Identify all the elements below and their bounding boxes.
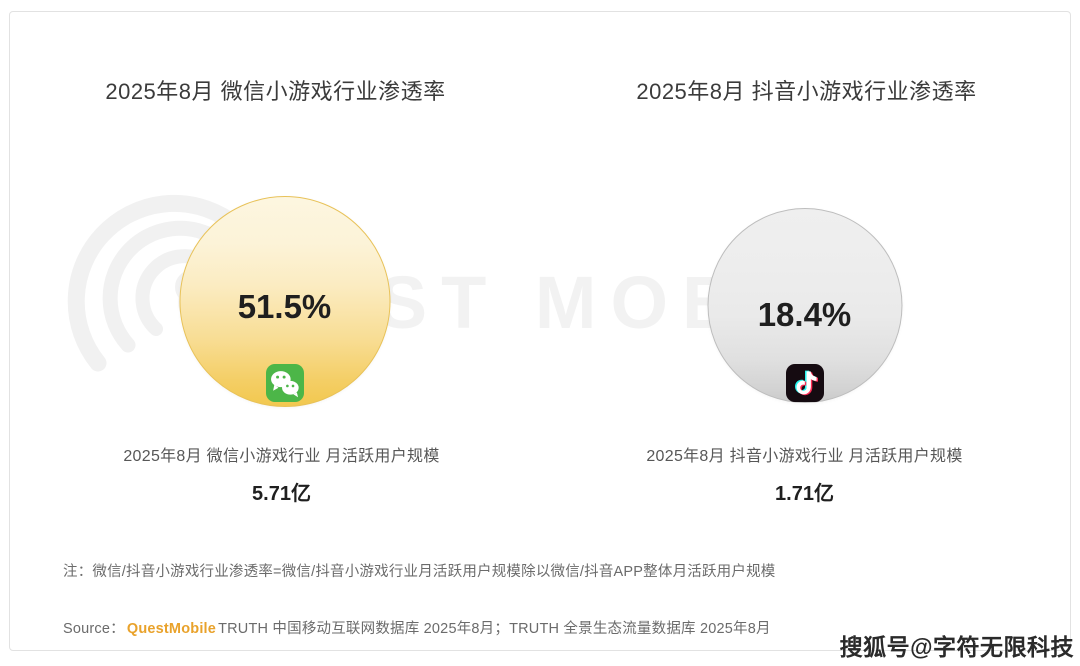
report-card: QUEST MOBILE 2025年8月 微信小游戏行业渗透率 51.5% — [9, 11, 1071, 651]
source-prefix: Source： — [63, 621, 125, 637]
penetration-value-wechat: 51.5% — [237, 288, 332, 325]
douyin-icon — [785, 364, 824, 402]
mau-caption-wechat: 2025年8月 微信小游戏行业 月活跃用户规模 — [123, 448, 440, 465]
circle-area-wechat: 51.5% — [10, 184, 541, 416]
penetration-circle-wechat — [179, 196, 390, 407]
source-rest: TRUTH 中国移动互联网数据库 2025年8月；TRUTH 全景生态流量数据库… — [218, 621, 771, 637]
mau-value-wechat: 5.71亿 — [252, 483, 311, 505]
mau-value-douyin: 1.71亿 — [775, 483, 834, 505]
circle-area-douyin: 18.4% — [541, 184, 1070, 416]
penetration-value-douyin: 18.4% — [757, 296, 852, 333]
footnote-source: Source： QuestMobile TRUTH 中国移动互联网数据库 2025年… — [63, 617, 771, 638]
panels-container: 2025年8月 微信小游戏行业渗透率 51.5% — [10, 12, 1070, 650]
panel-title-douyin: 2025年8月 抖音小游戏行业渗透率 — [636, 79, 977, 104]
wechat-icon — [265, 364, 304, 402]
panel-douyin: 2025年8月 抖音小游戏行业渗透率 18.4% 2025年8月 抖音小游戏行业… — [541, 12, 1070, 532]
footnote-note: 注：微信/抖音小游戏行业渗透率=微信/抖音小游戏行业月活跃用户规模除以微信/抖音… — [63, 564, 776, 580]
mau-caption-douyin: 2025年8月 抖音小游戏行业 月活跃用户规模 — [646, 448, 963, 465]
questmobile-brand: QuestMobile — [126, 621, 217, 637]
sohu-account-watermark: 搜狐号@字符无限科技 — [839, 634, 1074, 660]
panel-title-wechat: 2025年8月 微信小游戏行业渗透率 — [105, 79, 446, 104]
panel-wechat: 2025年8月 微信小游戏行业渗透率 51.5% — [10, 12, 541, 532]
